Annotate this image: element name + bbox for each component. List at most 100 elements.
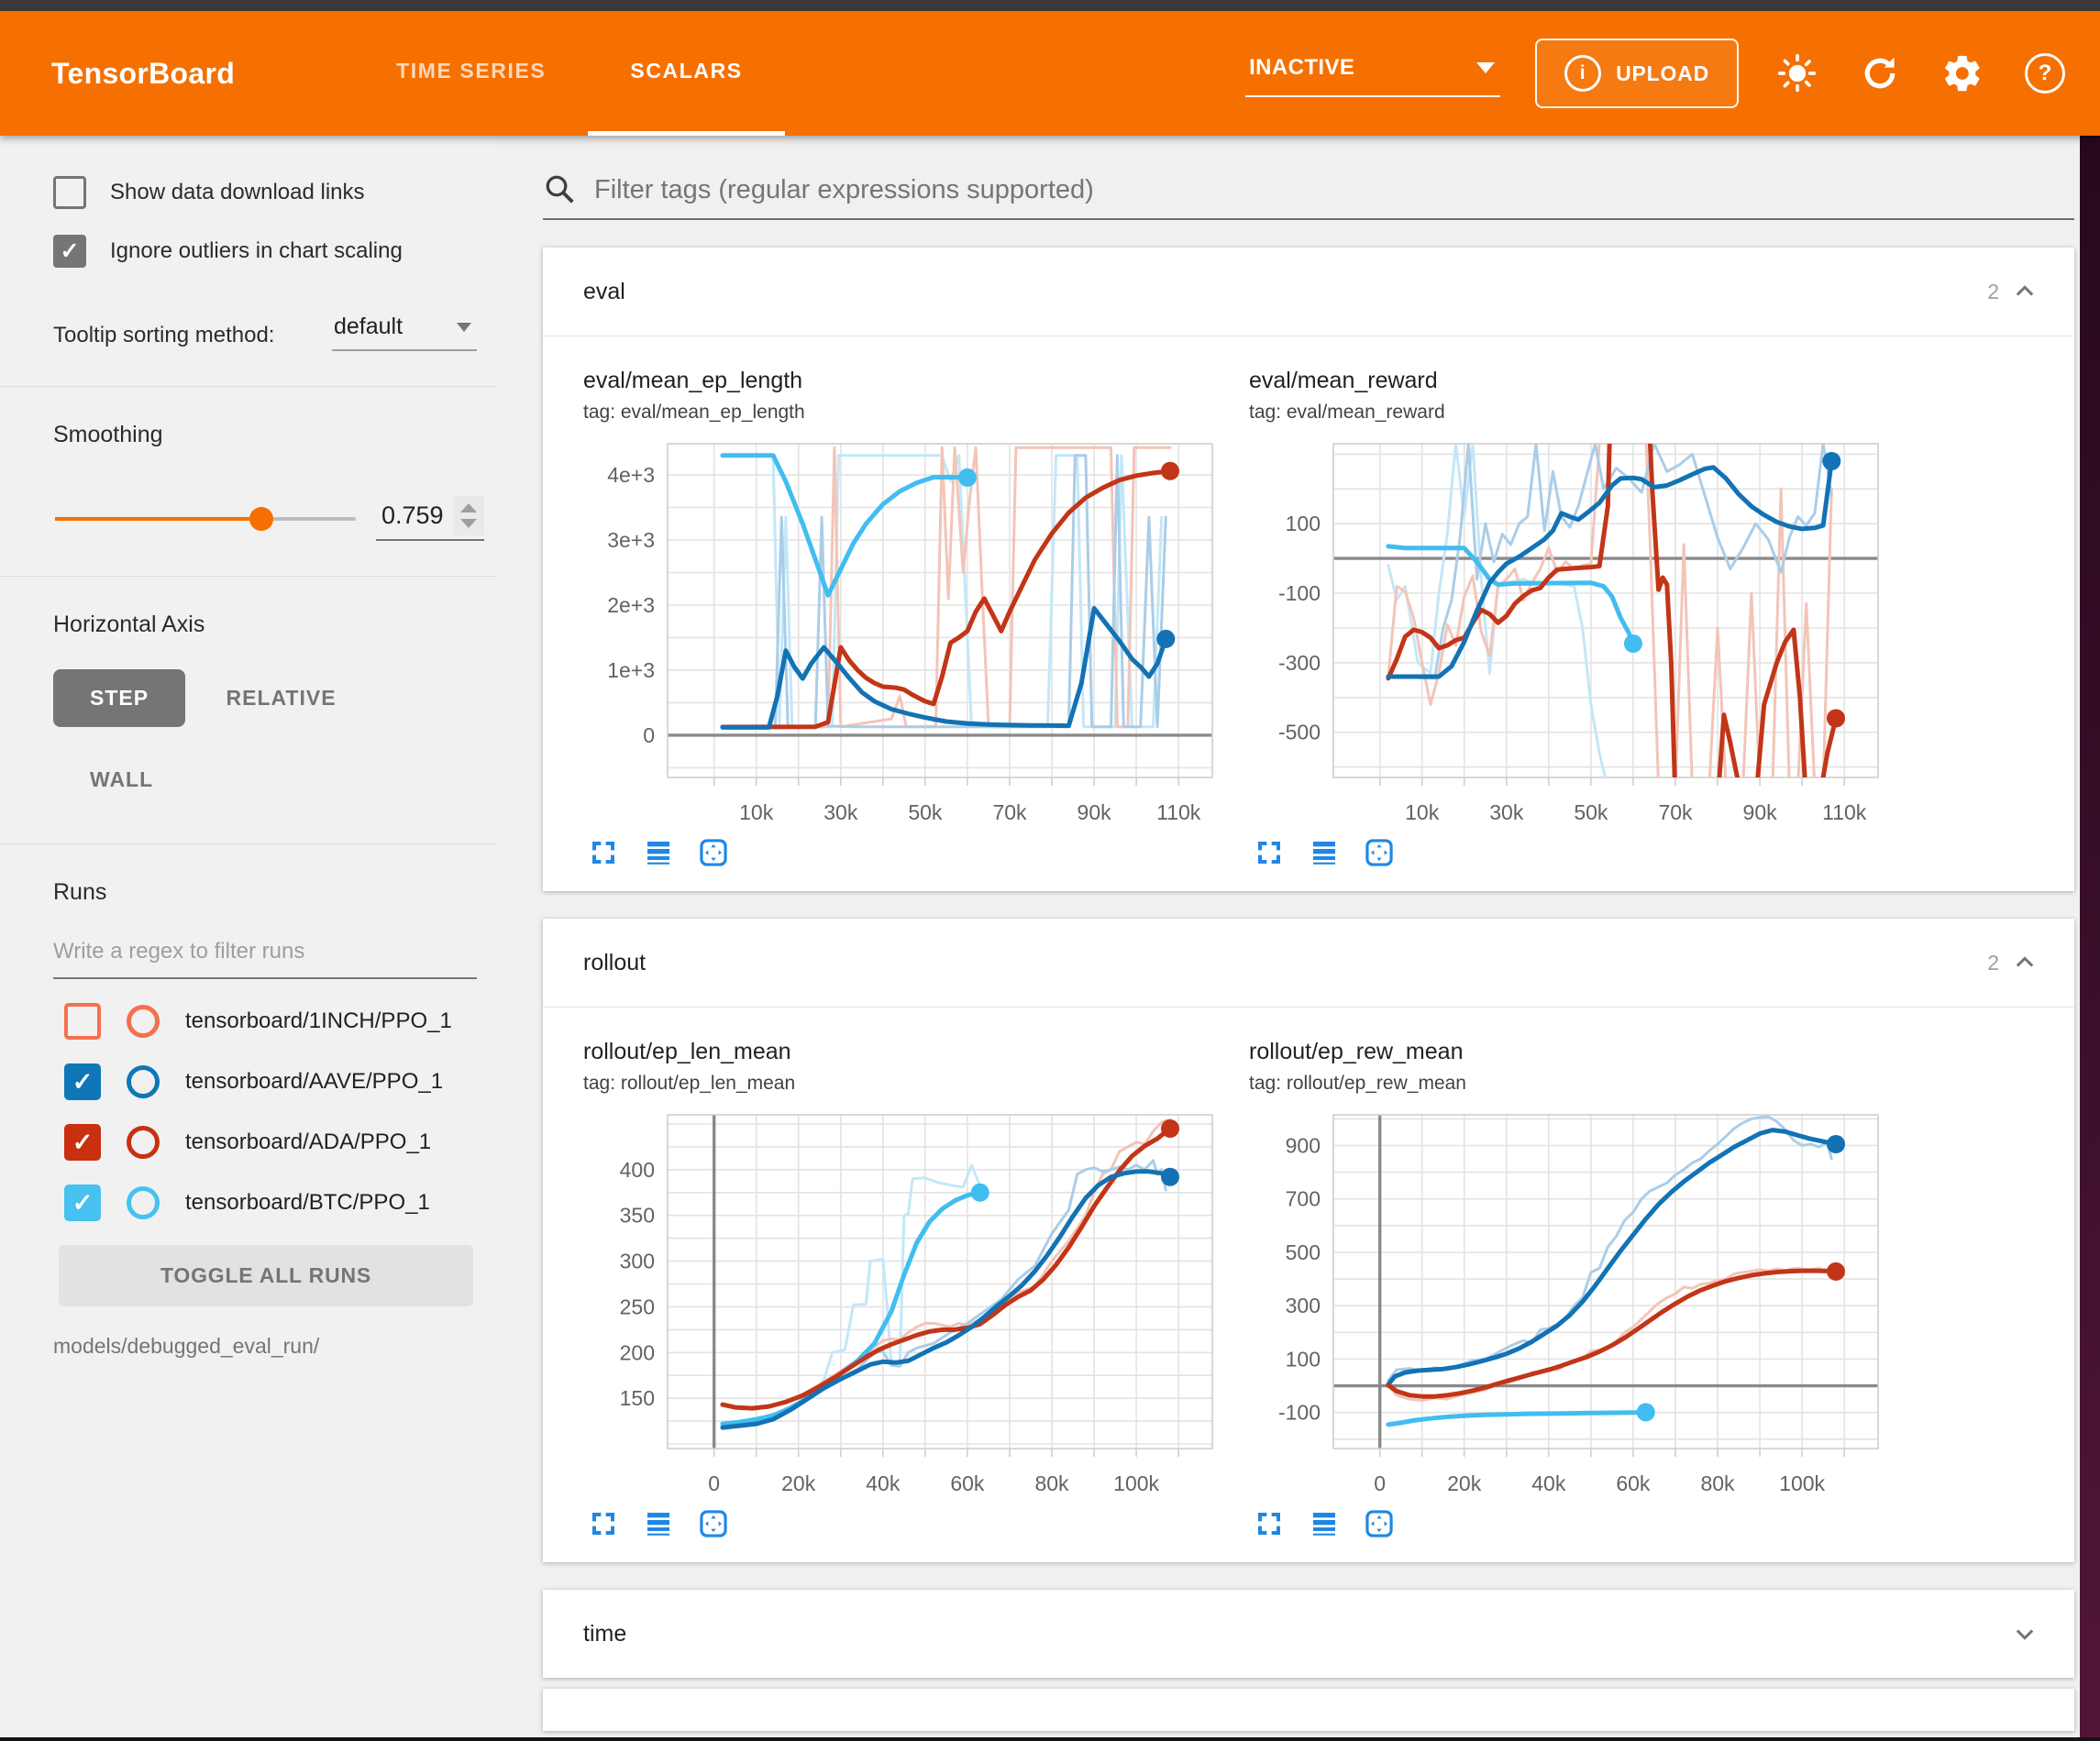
runs-filter-input[interactable] <box>53 933 477 979</box>
toggle-all-runs-button[interactable]: TOGGLE ALL RUNS <box>59 1245 473 1306</box>
fullscreen-icon[interactable] <box>589 1509 618 1538</box>
svg-text:20k: 20k <box>1447 1471 1482 1495</box>
chart-toolbar <box>589 1509 1225 1538</box>
upload-button[interactable]: i UPLOAD <box>1535 39 1739 108</box>
brightness-icon[interactable] <box>1774 50 1821 97</box>
svg-text:70k: 70k <box>1658 800 1693 824</box>
run-checkbox[interactable]: ✓ <box>64 1063 101 1100</box>
run-row-btc[interactable]: ✓ tensorboard/BTC/PPO_1 <box>64 1185 495 1221</box>
ignore-outliers-label: Ignore outliers in chart scaling <box>110 238 403 264</box>
run-color-ring <box>127 1186 160 1219</box>
tab-time-series[interactable]: TIME SERIES <box>354 11 588 136</box>
header-tabs: TIME SERIES SCALARS <box>354 11 785 136</box>
chart-tag: tag: eval/mean_reward <box>1249 402 1891 424</box>
line-chart[interactable]: 150200250300350400020k40k60k80k100k <box>583 1106 1225 1505</box>
chevron-up-icon[interactable] <box>2012 279 2038 304</box>
svg-text:110k: 110k <box>1822 800 1867 824</box>
svg-text:40k: 40k <box>866 1471 901 1495</box>
settings-gear-icon[interactable] <box>1939 50 1986 97</box>
svg-text:500: 500 <box>1286 1240 1321 1264</box>
tooltip-sorting-select[interactable]: default <box>332 310 477 351</box>
chart-tag: tag: rollout/ep_len_mean <box>583 1073 1225 1095</box>
line-chart[interactable]: -100100300500700900020k40k60k80k100k <box>1249 1106 1891 1505</box>
svg-text:300: 300 <box>1286 1294 1321 1317</box>
show-download-links-checkbox[interactable] <box>53 176 86 209</box>
line-chart[interactable]: 100-100-300-50010k30k50k70k90k110k <box>1249 435 1891 834</box>
refresh-icon[interactable] <box>1856 50 1904 97</box>
section-count-badge: 2 <box>1987 951 1999 975</box>
svg-text:700: 700 <box>1286 1187 1321 1211</box>
svg-text:30k: 30k <box>823 800 858 824</box>
svg-text:2e+3: 2e+3 <box>607 593 655 617</box>
run-checkbox[interactable]: ✓ <box>64 1124 101 1161</box>
data-table-icon[interactable] <box>644 838 673 867</box>
settings-sidebar: Show data download links ✓ Ignore outlie… <box>0 136 495 1738</box>
svg-text:300: 300 <box>620 1250 655 1273</box>
data-table-icon[interactable] <box>1310 1509 1339 1538</box>
sidebar-divider <box>0 386 495 387</box>
svg-text:100: 100 <box>1286 1347 1321 1371</box>
svg-text:40k: 40k <box>1531 1471 1566 1495</box>
status-dropdown-value: INACTIVE <box>1249 55 1354 81</box>
svg-text:-100: -100 <box>1278 1401 1321 1425</box>
section-header-rollout[interactable]: rollout 2 <box>543 919 2074 1008</box>
svg-text:0: 0 <box>643 723 655 747</box>
run-row-1inch[interactable]: tensorboard/1INCH/PPO_1 <box>64 1003 495 1040</box>
run-label: tensorboard/1INCH/PPO_1 <box>185 1008 452 1034</box>
svg-text:900: 900 <box>1286 1134 1321 1158</box>
fullscreen-icon[interactable] <box>589 838 618 867</box>
svg-text:60k: 60k <box>950 1471 985 1495</box>
axis-step-button[interactable]: STEP <box>53 669 185 727</box>
chevron-up-icon[interactable] <box>2012 950 2038 975</box>
run-row-aave[interactable]: ✓ tensorboard/AAVE/PPO_1 <box>64 1063 495 1100</box>
section-header-eval[interactable]: eval 2 <box>543 248 2074 336</box>
chart-title: rollout/ep_len_mean <box>583 1039 1225 1065</box>
smoothing-slider[interactable] <box>55 517 356 521</box>
axis-wall-button[interactable]: WALL <box>53 751 190 809</box>
tab-scalars[interactable]: SCALARS <box>588 11 784 136</box>
ignore-outliers-checkbox[interactable]: ✓ <box>53 235 86 268</box>
data-table-icon[interactable] <box>1310 838 1339 867</box>
window-bottom-strip <box>0 1737 2100 1741</box>
axis-relative-button[interactable]: RELATIVE <box>190 669 373 727</box>
pan-zoom-icon[interactable] <box>1365 1509 1394 1538</box>
chevron-down-icon[interactable] <box>2012 1621 2038 1647</box>
line-chart[interactable]: 01e+32e+33e+34e+310k30k50k70k90k110k <box>583 435 1225 834</box>
section-header-time[interactable]: time <box>543 1590 2074 1678</box>
pan-zoom-icon[interactable] <box>699 838 728 867</box>
chart-title: rollout/ep_rew_mean <box>1249 1039 1891 1065</box>
smoothing-value-input[interactable] <box>376 501 453 530</box>
data-table-icon[interactable] <box>644 1509 673 1538</box>
svg-text:100k: 100k <box>1113 1471 1159 1495</box>
tag-filter-input[interactable] <box>594 175 2074 205</box>
status-dropdown[interactable]: INACTIVE <box>1245 50 1500 97</box>
charts-row: eval/mean_ep_length tag: eval/mean_ep_le… <box>543 336 2074 891</box>
tooltip-sorting-label: Tooltip sorting method: <box>53 320 282 351</box>
stepper-down-icon[interactable] <box>460 519 477 528</box>
stepper-up-icon[interactable] <box>460 503 477 512</box>
smoothing-slider-thumb[interactable] <box>249 507 273 531</box>
pan-zoom-icon[interactable] <box>1365 838 1394 867</box>
run-checkbox[interactable] <box>64 1003 101 1040</box>
smoothing-stepper[interactable] <box>453 496 484 535</box>
run-checkbox[interactable]: ✓ <box>64 1185 101 1221</box>
section-card-next-sliver <box>543 1689 2074 1731</box>
svg-text:110k: 110k <box>1156 800 1201 824</box>
fullscreen-icon[interactable] <box>1254 1509 1284 1538</box>
chart-toolbar <box>1254 838 1891 867</box>
section-card-rollout: rollout 2 rollout/ep_len_mean tag: rollo… <box>543 919 2074 1562</box>
tooltip-sorting-value: default <box>334 314 403 340</box>
help-icon[interactable]: ? <box>2021 50 2069 97</box>
check-icon: ✓ <box>72 1070 94 1095</box>
svg-text:80k: 80k <box>1034 1471 1069 1495</box>
svg-text:100k: 100k <box>1779 1471 1825 1495</box>
horizontal-axis-buttons: STEP RELATIVE WALL <box>53 669 495 809</box>
run-row-ada[interactable]: ✓ tensorboard/ADA/PPO_1 <box>64 1124 495 1161</box>
run-label: tensorboard/ADA/PPO_1 <box>185 1129 431 1155</box>
svg-text:1e+3: 1e+3 <box>607 658 655 682</box>
chart-rollout-ep-len-mean: rollout/ep_len_mean tag: rollout/ep_len_… <box>583 1039 1225 1538</box>
chart-tag: tag: eval/mean_ep_length <box>583 402 1225 424</box>
pan-zoom-icon[interactable] <box>699 1509 728 1538</box>
fullscreen-icon[interactable] <box>1254 838 1284 867</box>
smoothing-slider-row <box>55 496 495 541</box>
